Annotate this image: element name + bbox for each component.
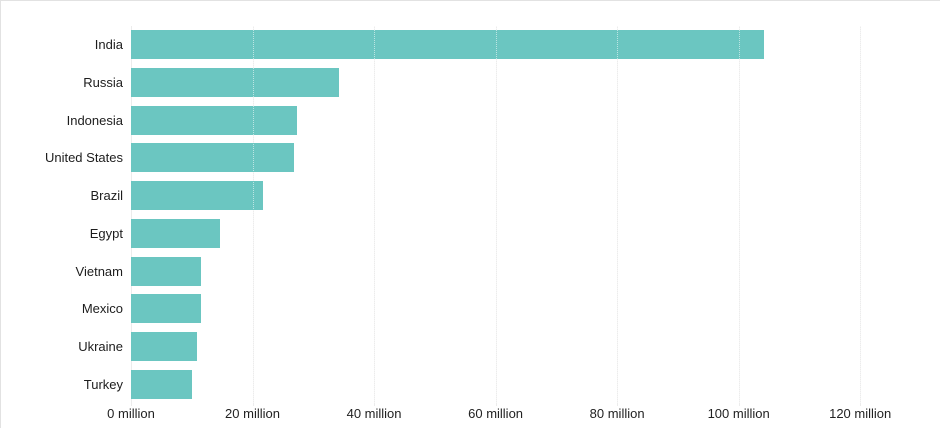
bar-russia[interactable] (131, 68, 340, 98)
gridline-overlay (495, 26, 497, 403)
x-tick-label: 80 million (589, 406, 645, 421)
x-axis: 0 million 20 million 40 million 60 million 8… (107, 406, 940, 424)
bar-egypt[interactable] (131, 218, 221, 248)
gridline-overlay (617, 26, 619, 403)
category-label: Brazil (90, 188, 123, 204)
category-label: Turkey (83, 376, 123, 392)
plot-area (131, 26, 940, 406)
category-labels-column: India Russia Indonesia United States Brazil E… (1, 26, 123, 403)
gridline (131, 26, 132, 406)
category-label: Mexico (81, 301, 123, 317)
bar-vietnam[interactable] (131, 256, 202, 286)
category-label: India (94, 37, 123, 53)
x-tick-label: 0 million (107, 406, 155, 421)
gridline-overlay (252, 26, 254, 403)
x-tick-label: 40 million (346, 406, 402, 421)
x-tick-label: 20 million (225, 406, 280, 421)
bar-indonesia[interactable] (131, 105, 297, 135)
x-tick-label: 120 million (829, 406, 892, 421)
x-tick-label: 100 million (707, 406, 770, 421)
gridline-overlay (860, 26, 862, 403)
gridline-overlay (738, 26, 740, 403)
category-label: Vietnam (75, 263, 123, 279)
category-label: Ukraine (78, 338, 123, 354)
bar-united-states[interactable] (131, 143, 294, 173)
category-label: Indonesia (66, 112, 123, 128)
bar-india[interactable] (131, 30, 765, 60)
bar-brazil[interactable] (131, 181, 264, 211)
x-tick-label: 60 million (468, 406, 524, 421)
bar-turkey[interactable] (131, 369, 192, 399)
category-label: Egypt (89, 225, 123, 241)
category-label: United States (44, 150, 123, 166)
bar-ukraine[interactable] (131, 331, 197, 361)
gridline-overlay (374, 26, 376, 403)
category-label: Russia (83, 75, 123, 91)
bar-mexico[interactable] (131, 294, 201, 324)
